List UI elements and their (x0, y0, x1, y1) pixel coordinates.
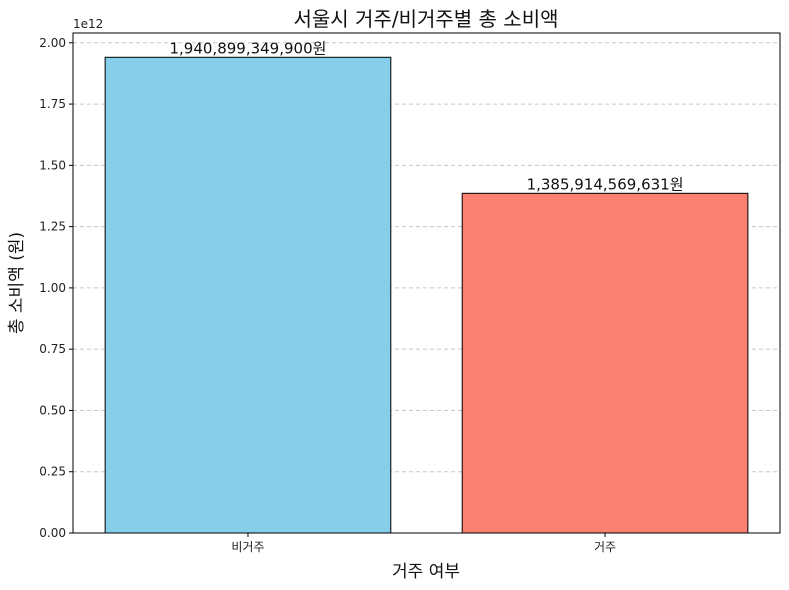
y-tick-label: 1.25 (39, 220, 66, 234)
bar-2 (461, 192, 749, 534)
x-tick-label: 비거주 (231, 540, 264, 554)
plot-frame (72, 32, 781, 534)
y-axis-label: 총 소비액 (원) (7, 232, 27, 334)
bar-1 (104, 56, 392, 534)
y-tick-label: 1.75 (39, 97, 66, 111)
x-axis-ticks: 비거주 거주 (231, 533, 616, 554)
y-offset-label: 1e12 (73, 17, 103, 31)
bars (104, 56, 749, 534)
y-tick-label: 0.50 (39, 403, 66, 417)
y-tick-label: 0.00 (39, 526, 66, 540)
y-axis-ticks: 0.00 0.25 0.50 0.75 1.00 1.25 1.50 1.75 2.00 (39, 36, 73, 540)
y-tick-label: 0.75 (39, 342, 66, 356)
value-labels: 1,940,899,349,900원 1,385,914,569,631원 (169, 39, 683, 193)
bar-value-label: 1,385,914,569,631원 (527, 175, 684, 193)
y-tick-label: 1.50 (39, 158, 66, 172)
bar-value-label: 1,940,899,349,900원 (169, 39, 326, 57)
x-tick-label: 거주 (594, 540, 616, 554)
y-tick-label: 2.00 (39, 36, 66, 50)
chart-title: 서울시 거주/비거주별 총 소비액 (293, 7, 558, 31)
y-tick-label: 0.25 (39, 465, 66, 479)
y-tick-label: 1.00 (39, 281, 66, 295)
x-axis-label: 거주 여부 (392, 562, 460, 582)
